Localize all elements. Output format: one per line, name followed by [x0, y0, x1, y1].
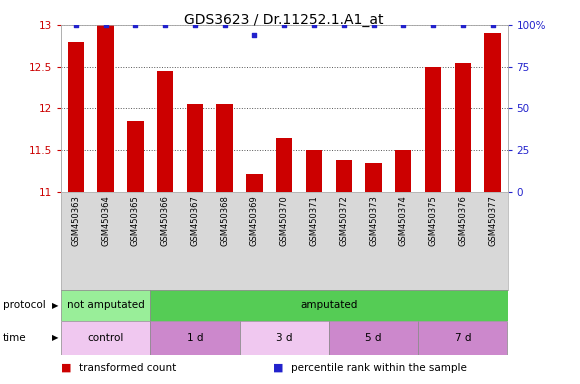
Text: GSM450366: GSM450366 — [161, 195, 169, 246]
Bar — [61, 290, 150, 321]
Text: not amputated: not amputated — [67, 300, 144, 310]
Bar — [365, 163, 382, 192]
Text: control: control — [88, 333, 124, 343]
Point — [190, 22, 200, 28]
Text: GSM450367: GSM450367 — [190, 195, 200, 246]
Bar — [150, 290, 508, 321]
Point — [488, 22, 497, 28]
Point — [429, 22, 438, 28]
Bar — [150, 321, 240, 355]
Text: GSM450373: GSM450373 — [369, 195, 378, 246]
Point — [309, 22, 318, 28]
Text: GSM450372: GSM450372 — [339, 195, 348, 246]
Text: ■: ■ — [273, 362, 283, 373]
Text: amputated: amputated — [300, 300, 357, 310]
Bar — [157, 71, 173, 192]
Text: GSM450376: GSM450376 — [458, 195, 467, 246]
Bar — [425, 67, 441, 192]
Text: 1 d: 1 d — [187, 333, 203, 343]
Text: GSM450369: GSM450369 — [250, 195, 259, 246]
Text: ▶: ▶ — [52, 333, 58, 343]
Text: GSM450364: GSM450364 — [101, 195, 110, 246]
Text: GSM450371: GSM450371 — [310, 195, 318, 246]
Bar — [187, 104, 203, 192]
Bar — [240, 321, 329, 355]
Point — [369, 22, 378, 28]
Point — [458, 22, 467, 28]
Bar — [127, 121, 143, 192]
Point — [220, 22, 229, 28]
Point — [101, 22, 110, 28]
Point — [398, 22, 408, 28]
Bar — [395, 150, 411, 192]
Point — [161, 22, 170, 28]
Bar — [329, 321, 418, 355]
Point — [71, 22, 81, 28]
Text: ■: ■ — [61, 362, 71, 373]
Text: 7 d: 7 d — [455, 333, 471, 343]
Point — [250, 32, 259, 38]
Bar — [276, 138, 292, 192]
Bar — [306, 150, 322, 192]
Text: 5 d: 5 d — [365, 333, 382, 343]
Bar — [418, 321, 508, 355]
Text: time: time — [3, 333, 27, 343]
Bar — [246, 174, 263, 192]
Text: 3 d: 3 d — [276, 333, 292, 343]
Text: percentile rank within the sample: percentile rank within the sample — [291, 362, 467, 373]
Text: GSM450377: GSM450377 — [488, 195, 497, 246]
Point — [130, 22, 140, 28]
Text: ▶: ▶ — [52, 301, 58, 310]
Text: GSM450368: GSM450368 — [220, 195, 229, 246]
Bar — [97, 25, 114, 192]
Text: GSM450374: GSM450374 — [399, 195, 408, 246]
Text: protocol: protocol — [3, 300, 46, 310]
Bar — [484, 33, 501, 192]
Bar — [455, 63, 471, 192]
Point — [280, 22, 289, 28]
Text: GDS3623 / Dr.11252.1.A1_at: GDS3623 / Dr.11252.1.A1_at — [184, 13, 384, 27]
Text: GSM450370: GSM450370 — [280, 195, 289, 246]
Text: GSM450363: GSM450363 — [71, 195, 80, 246]
Text: transformed count: transformed count — [79, 362, 177, 373]
Text: GSM450365: GSM450365 — [131, 195, 140, 246]
Bar — [336, 160, 352, 192]
Bar — [68, 41, 84, 192]
Point — [339, 22, 349, 28]
Text: GSM450375: GSM450375 — [429, 195, 437, 246]
Bar — [216, 104, 233, 192]
Bar — [61, 321, 150, 355]
